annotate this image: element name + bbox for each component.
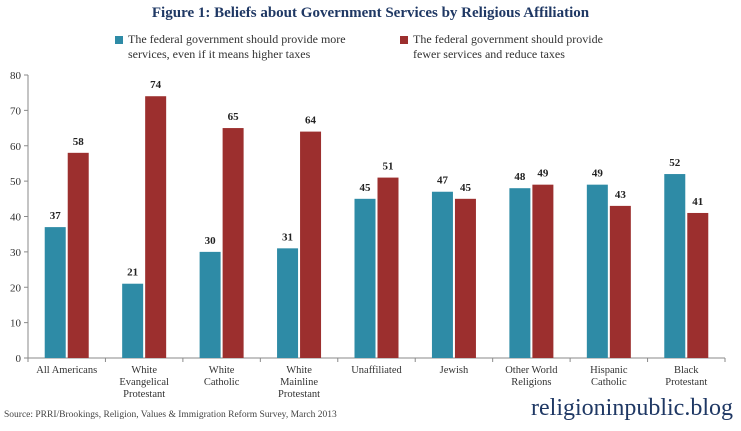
data-label-series-1: 21: [127, 267, 138, 279]
x-tick-label: Jewish: [440, 365, 469, 376]
x-tick-label: White Evangelical Protestant: [119, 365, 169, 400]
legend-label-series-2: The federal government should provide fe…: [413, 32, 603, 61]
bar-series-1: [664, 174, 686, 358]
data-label-series-2: 45: [460, 182, 472, 194]
y-tick-label: 0: [16, 353, 22, 365]
bar-series-1: [431, 191, 453, 358]
y-tick-label: 30: [10, 247, 22, 259]
bar-series-1: [44, 227, 66, 358]
x-tick-label: White Mainline Protestant: [278, 365, 320, 400]
x-tick-label: Black Protestant: [665, 365, 707, 388]
legend-swatch-series-2: [400, 36, 408, 44]
bar-series-2: [609, 205, 631, 358]
x-tick-label: All Americans: [36, 365, 97, 376]
data-label-series-1: 45: [360, 182, 372, 194]
y-tick-label: 60: [10, 141, 22, 153]
data-label-series-1: 47: [437, 175, 449, 187]
bar-series-2: [300, 131, 322, 358]
x-tick-label: White Catholic: [204, 365, 240, 388]
y-tick-label: 50: [10, 176, 22, 188]
data-label-series-1: 37: [50, 210, 62, 222]
bar-series-1: [586, 184, 608, 358]
x-tick-label: Hispanic Catholic: [590, 365, 628, 388]
source-note: Source: PRRI/Brookings, Religion, Values…: [4, 410, 337, 420]
y-tick-label: 40: [10, 212, 22, 224]
data-label-series-2: 49: [537, 168, 549, 180]
bar-series-1: [277, 248, 299, 358]
bar-series-2: [687, 212, 709, 358]
chart-title: Figure 1: Beliefs about Government Servi…: [151, 5, 590, 21]
data-label-series-2: 43: [615, 189, 627, 201]
y-tick-label: 70: [10, 105, 22, 117]
bar-series-1: [199, 251, 221, 358]
watermark: religioninpublic.blog: [531, 395, 733, 421]
data-label-series-2: 41: [692, 196, 703, 208]
x-tick-label: Unaffiliated: [351, 365, 402, 376]
y-tick-label: 20: [10, 282, 22, 294]
data-label-series-2: 51: [383, 161, 394, 173]
legend-swatch-series-1: [115, 36, 123, 44]
data-label-series-2: 65: [228, 111, 240, 123]
bar-series-1: [122, 283, 144, 358]
data-label-series-1: 49: [592, 168, 604, 180]
y-tick-label: 10: [10, 318, 22, 330]
data-label-series-2: 74: [150, 79, 162, 91]
bar-series-2: [454, 198, 476, 358]
bar-series-1: [354, 198, 376, 358]
bar-series-2: [532, 184, 554, 358]
bar-series-2: [222, 128, 244, 358]
data-label-series-2: 58: [73, 136, 85, 148]
data-label-series-1: 52: [669, 157, 681, 169]
bar-series-2: [145, 96, 167, 358]
bar-series-2: [67, 152, 89, 358]
data-label-series-1: 48: [514, 171, 526, 183]
y-tick-label: 80: [10, 70, 22, 82]
legend-label-series-1: The federal government should provide mo…: [128, 32, 346, 61]
data-label-series-1: 30: [205, 235, 217, 247]
bar-series-2: [377, 177, 399, 358]
bar-series-1: [509, 188, 531, 358]
data-label-series-2: 64: [305, 115, 317, 127]
data-label-series-1: 31: [282, 231, 293, 243]
x-tick-label: Other World Religions: [505, 365, 558, 388]
